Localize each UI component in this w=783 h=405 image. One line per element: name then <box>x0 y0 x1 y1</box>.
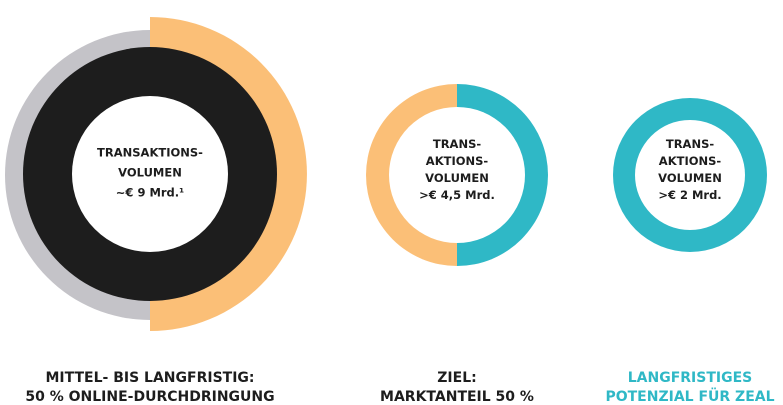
inner-circle <box>635 120 745 230</box>
texts: TRANSAKTIONS- VOLUMEN ~€ 9 Mrd.¹ TRANS- AKTI… <box>25 137 774 405</box>
circle-label: VOLUMEN <box>425 171 489 185</box>
caption: MITTEL- BIS LANGFRISTIG: <box>45 370 254 386</box>
inner-circle <box>72 96 228 252</box>
caption: ZIEL: <box>437 370 476 386</box>
circle-label: VOLUMEN <box>118 166 182 180</box>
inner-circle <box>389 107 525 243</box>
circle-label: TRANS- <box>666 137 715 151</box>
circle-label: ~€ 9 Mrd.¹ <box>116 186 184 200</box>
caption: MARKTANTEIL 50 % <box>380 389 534 405</box>
circle-label: >€ 2 Mrd. <box>658 188 721 202</box>
caption: POTENZIAL FÜR ZEAL <box>605 387 774 405</box>
circle-label: VOLUMEN <box>658 171 722 185</box>
circle-label: AKTIONS- <box>426 154 489 168</box>
caption: 50 % ONLINE-DURCHDRINGUNG <box>25 389 274 405</box>
circle-label: TRANSAKTIONS- <box>97 146 203 160</box>
circle-label: >€ 4,5 Mrd. <box>419 188 495 202</box>
circle-label: TRANS- <box>433 137 482 151</box>
circle-label: AKTIONS- <box>659 154 722 168</box>
caption: LANGFRISTIGES <box>628 370 753 386</box>
